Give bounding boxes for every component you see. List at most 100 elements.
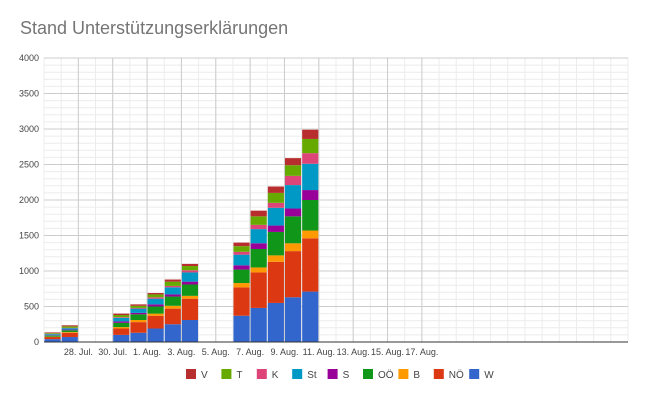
x-tick-label: 17. Aug. (405, 347, 438, 357)
bar-segment-t (181, 266, 199, 271)
bar-segment-st (113, 317, 130, 322)
legend-swatch-k (256, 369, 267, 379)
y-tick-label: 0 (34, 337, 39, 347)
bar-segment-b (267, 255, 284, 262)
legend-label: OÖ (378, 369, 394, 381)
bar-segment-b (113, 327, 130, 329)
bar-segment-oö (61, 330, 78, 333)
y-tick-label: 1500 (19, 231, 39, 241)
bar-segment-w (44, 339, 61, 342)
bar-segment-st (44, 334, 61, 336)
bar-segment-st (181, 272, 199, 282)
bar-segment-s (267, 225, 284, 232)
bar-segment-v (164, 279, 181, 282)
bar-segment-t (267, 192, 284, 203)
bar-segment-k (164, 285, 181, 288)
bar-segment-v (113, 313, 130, 316)
bar-segment-s (302, 190, 319, 200)
bar-segment-k (250, 224, 267, 230)
bar-segment-t (233, 246, 250, 252)
bar-segment-w (267, 302, 284, 342)
legend-label: W (484, 370, 494, 381)
bar-segment-oö (250, 248, 267, 268)
bar-segment-st (267, 207, 284, 226)
legend-swatch-s (327, 369, 338, 379)
bar-segment-t (44, 333, 61, 334)
bar-segment-v (130, 304, 147, 306)
bar-segment-v (233, 242, 250, 247)
bar-segment-w (61, 337, 78, 342)
bar-segment-w (181, 319, 199, 342)
bar-segment-s (284, 208, 302, 217)
bar-segment-st (284, 185, 302, 209)
bar-segment-v (284, 158, 302, 166)
bar-segment-nö (130, 322, 147, 333)
bar-segment-nö (267, 261, 284, 303)
bar-segment-nö (164, 308, 181, 325)
bar-segment-t (147, 294, 164, 298)
bar-segment-oö (181, 284, 199, 296)
bar-segment-k (130, 307, 147, 309)
bar-segment-st (250, 229, 267, 244)
bar-segment-st (147, 298, 164, 305)
bar-segment-nö (113, 328, 130, 335)
bar-segment-w (130, 332, 147, 342)
legend-label: St (307, 370, 317, 381)
bar-segment-v (181, 263, 199, 267)
bar-segment-oö (302, 200, 319, 231)
bar-segment-v (61, 325, 78, 327)
legend-swatch-v (186, 369, 196, 379)
x-tick-label: 3. Aug. (167, 347, 195, 357)
bar-segment-nö (233, 287, 250, 316)
y-tick-label: 2500 (19, 160, 39, 170)
bar-segment-s (250, 243, 267, 249)
y-tick-label: 4000 (19, 53, 39, 63)
bar-segment-k (302, 153, 319, 164)
bar-segment-b (130, 319, 147, 323)
bar-segment-b (250, 267, 267, 273)
bar-segment-w (250, 307, 267, 342)
x-tick-label: 30. Jul. (98, 347, 127, 357)
legend-swatch-b (398, 369, 409, 379)
legend-label: B (413, 370, 420, 381)
bar-segment-s (147, 304, 164, 307)
bar-segment-t (250, 216, 267, 225)
bar-segment-s (113, 321, 130, 323)
legend-swatch-t (221, 369, 232, 379)
bar-segment-oö (164, 296, 181, 306)
bar-segment-v (44, 332, 61, 334)
bar-segment-w (233, 315, 250, 342)
bar-segment-st (61, 328, 78, 330)
x-tick-label: 5. Aug. (202, 347, 230, 357)
bar-segment-v (302, 129, 319, 139)
bar-segment-s (233, 265, 250, 270)
bar-segment-oö (44, 335, 61, 337)
bar-segment-k (181, 270, 199, 273)
bar-segment-nö (44, 337, 61, 340)
bar-segment-b (284, 243, 302, 252)
bar-segment-oö (233, 269, 250, 284)
bar-segment-t (284, 165, 302, 176)
legend-label: V (201, 370, 208, 381)
bar-segment-nö (147, 315, 164, 329)
x-tick-label: 13. Aug. (337, 347, 370, 357)
bar-segment-nö (61, 332, 78, 338)
x-tick-label: 15. Aug. (371, 347, 404, 357)
legend-label: T (236, 370, 242, 381)
x-tick-label: 1. Aug. (133, 347, 161, 357)
bar-segment-k (233, 251, 250, 255)
bar-segment-k (284, 175, 302, 186)
bar-segment-w (284, 297, 302, 342)
bar-segment-t (130, 305, 147, 308)
bar-segment-oö (267, 231, 284, 256)
bar-segment-st (233, 254, 250, 266)
bar-segment-t (61, 326, 78, 328)
x-tick-label: 28. Jul. (64, 347, 93, 357)
bar-segment-nö (181, 298, 199, 320)
bar-segment-b (233, 283, 250, 288)
x-tick-label: 11. Aug. (303, 347, 335, 357)
bar-segment-st (302, 163, 319, 191)
bar-segment-b (302, 230, 319, 239)
bar-segment-nö (250, 272, 267, 308)
